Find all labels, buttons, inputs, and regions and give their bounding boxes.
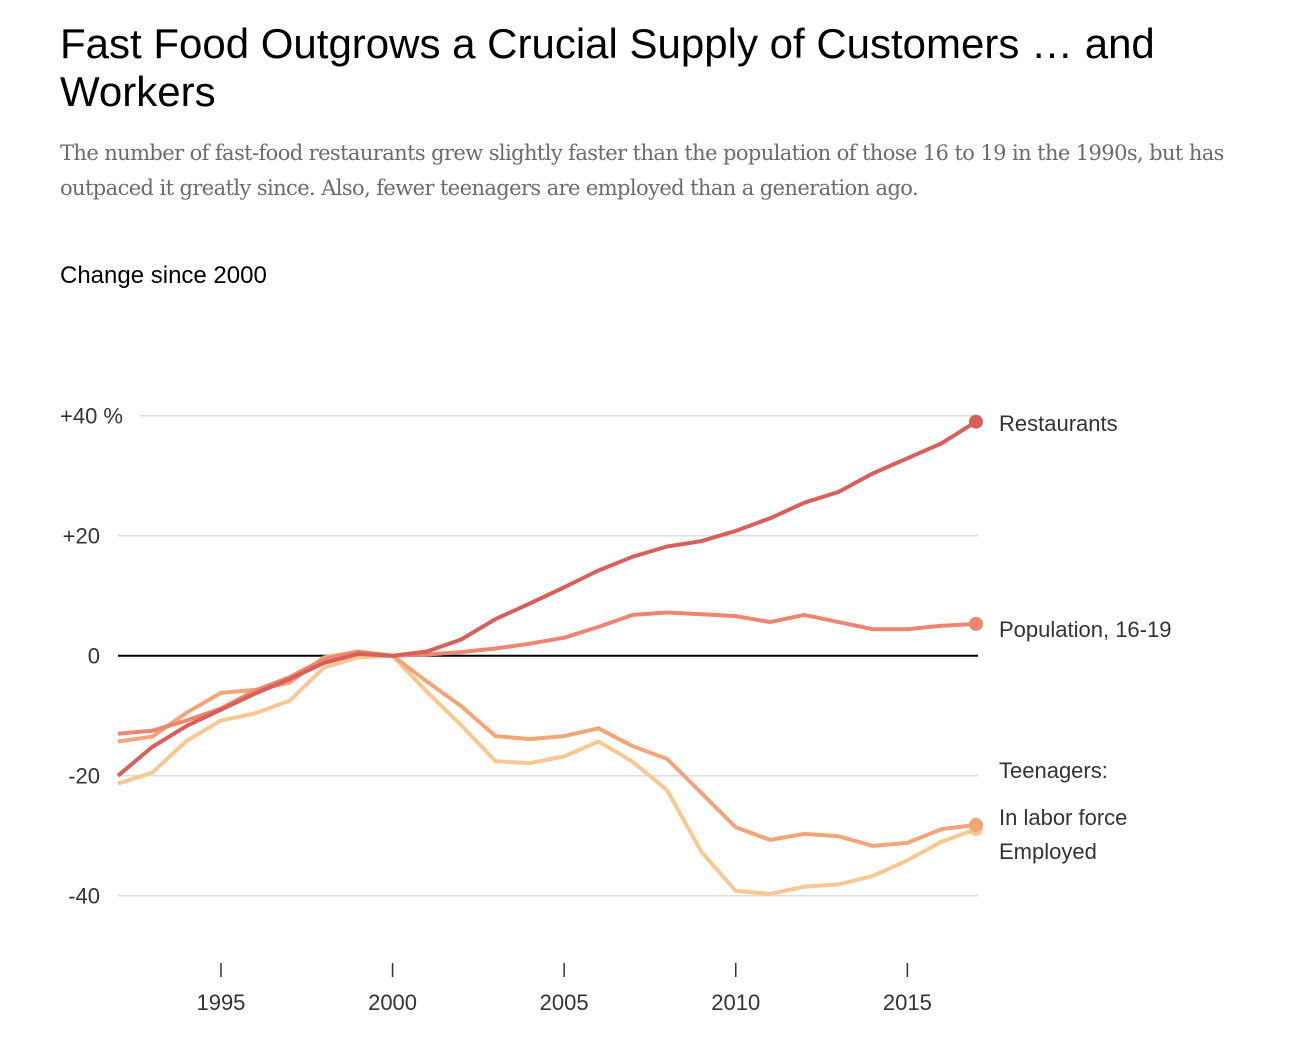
series-lines [116,414,983,896]
series-line-in-labor-force [117,649,977,848]
end-point-restaurants [969,414,983,429]
chart-subtitle: The number of fast-food restaurants grew… [60,141,1224,200]
x-tick-label: 2005 [540,990,589,1015]
series-line-employed [117,653,977,896]
chart-title: Fast Food Outgrows a Crucial Supply of C… [60,20,1155,115]
x-tick-label: 2010 [711,990,760,1015]
gridlines [118,414,978,897]
series-label-restaurants: Restaurants [999,411,1118,436]
series-label-population-16-19: Population, 16-19 [999,617,1171,642]
series-label-in-labor-force: In labor force [999,805,1127,830]
x-tick-label: 1995 [196,990,245,1015]
end-point-population-16-19 [969,616,983,631]
series-line-restaurants [116,420,978,778]
y-tick-label: +40 % [60,404,123,429]
x-axis-ticks: 1995 2000 2005 2010 2015 [196,963,932,1015]
y-axis-unit-label: Change since 2000 [60,262,267,289]
series-labels: Restaurants Population, 16-19 In labor for… [999,411,1171,864]
end-point-in-labor-force [969,817,983,832]
y-tick-label: -40 [68,884,100,909]
x-tick-label: 2000 [368,990,417,1015]
teenagers-group-label: Teenagers: [999,758,1108,783]
y-axis-ticks: +40 % +20 0 -20 -40 [60,404,123,909]
y-tick-label: -20 [68,764,100,789]
series-line-population-16-19 [117,610,977,736]
y-tick-label: 0 [88,644,100,669]
series-label-employed: Employed [999,839,1097,864]
y-tick-label: +20 [63,524,100,549]
x-tick-label: 2015 [883,990,932,1015]
